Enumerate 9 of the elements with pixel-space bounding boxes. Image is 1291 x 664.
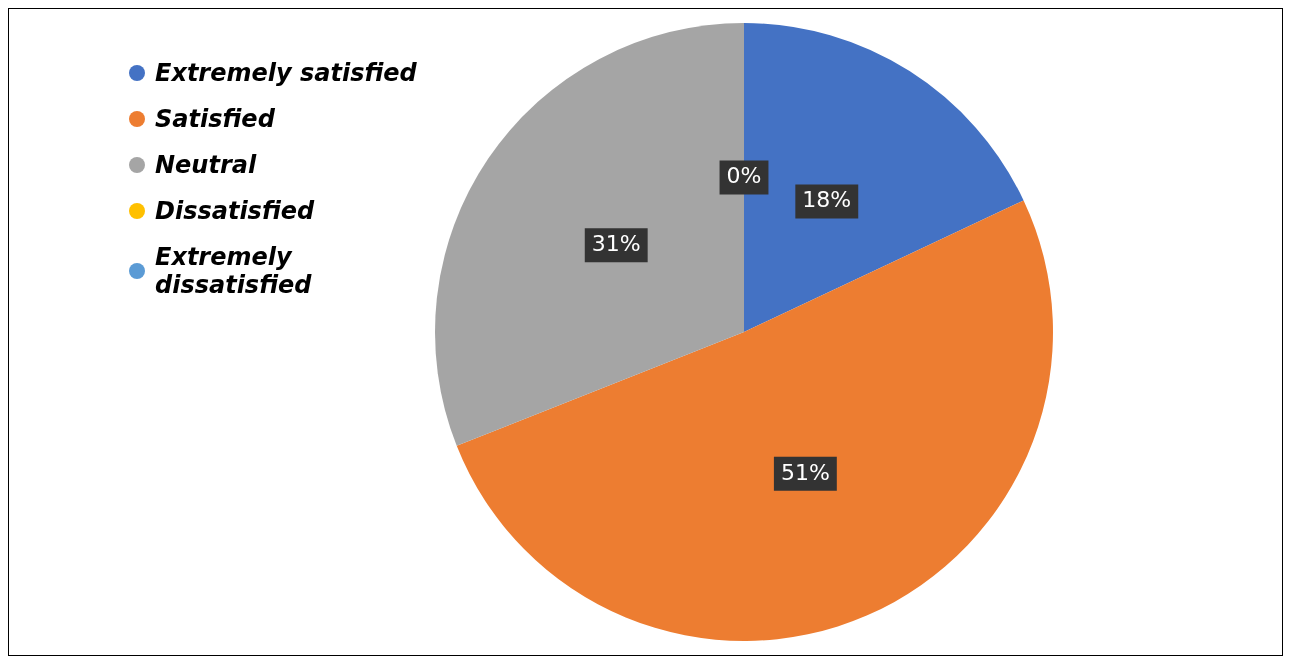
text: 0% bbox=[726, 163, 762, 189]
data-label: 51% bbox=[780, 459, 830, 485]
data-label: 18% bbox=[802, 187, 852, 213]
legend-label: Satisfied bbox=[155, 105, 275, 133]
legend-label: Extremely satisfied bbox=[155, 59, 417, 87]
legend-label: Dissatisfied bbox=[155, 197, 315, 225]
data-label: 31% bbox=[591, 230, 641, 256]
legend-label: Neutral bbox=[155, 151, 257, 179]
legend-label: Extremely dissatisfied bbox=[155, 243, 313, 299]
